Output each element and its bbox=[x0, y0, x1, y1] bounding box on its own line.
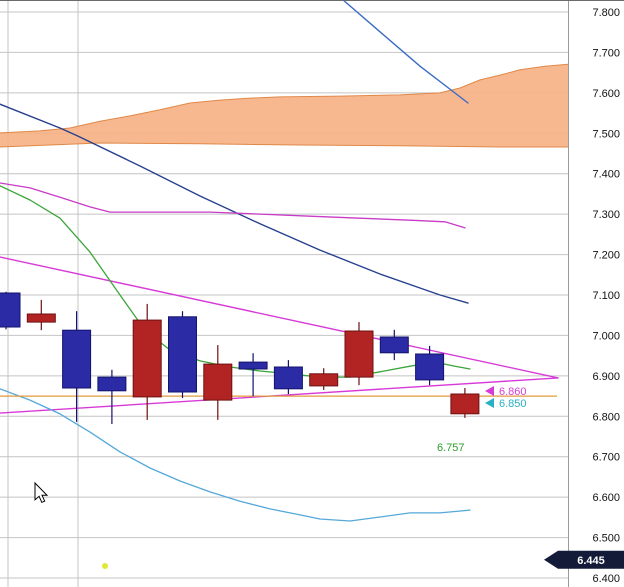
candle bbox=[273, 366, 303, 390]
price-axis-label: 6.700 bbox=[592, 452, 620, 464]
candle bbox=[309, 373, 339, 387]
price-axis-label: 7.100 bbox=[592, 290, 620, 302]
candle bbox=[450, 393, 480, 415]
candle bbox=[132, 319, 162, 398]
descending-trendline bbox=[0, 256, 559, 379]
candle bbox=[26, 313, 56, 323]
price-annotation: 6.757 bbox=[437, 442, 465, 454]
price-axis-label: 7.700 bbox=[592, 47, 620, 59]
price-axis-label: 6.800 bbox=[592, 411, 620, 423]
mouse-cursor bbox=[34, 481, 49, 504]
price-axis-label: 7.200 bbox=[592, 250, 620, 262]
price-axis-label: 7.400 bbox=[592, 169, 620, 181]
cloud-upper-edge bbox=[0, 63, 569, 134]
price-axis-label: 7.000 bbox=[592, 330, 620, 342]
price-annotation: 6.860 bbox=[499, 386, 527, 398]
candle bbox=[379, 336, 409, 354]
price-arrow-icon bbox=[485, 398, 494, 408]
candle bbox=[344, 330, 374, 378]
price-axis-label: 6.400 bbox=[592, 573, 620, 585]
price-axis-label: 7.800 bbox=[592, 7, 620, 19]
candle bbox=[415, 353, 445, 381]
cyan-lower-band-line bbox=[0, 388, 471, 522]
price-arrow-icon bbox=[485, 386, 494, 396]
candle bbox=[97, 376, 127, 392]
ichimoku-cloud bbox=[0, 64, 568, 147]
price-axis-label: 6.600 bbox=[592, 492, 620, 504]
cloud-lower-edge bbox=[0, 142, 568, 148]
price-axis-label: 6.900 bbox=[592, 371, 620, 383]
price-axis-label: 7.600 bbox=[592, 88, 620, 100]
price-axis-label: 7.500 bbox=[592, 128, 620, 140]
candle bbox=[62, 329, 92, 389]
candle bbox=[203, 363, 233, 401]
price-axis-label: 7.300 bbox=[592, 209, 620, 221]
marker-dot bbox=[102, 563, 108, 569]
steep-blue-line bbox=[342, 0, 469, 104]
current-price-tag bbox=[544, 550, 624, 569]
current-price-tag-label: 6.445 bbox=[577, 555, 605, 567]
candle bbox=[0, 292, 21, 328]
magenta-upper-band-line bbox=[0, 182, 466, 229]
price-axis-label: 6.500 bbox=[592, 533, 620, 545]
long-descending-ma-line bbox=[0, 103, 469, 304]
price-axis-area bbox=[569, 0, 624, 587]
candle bbox=[238, 361, 268, 370]
price-annotation: 6.850 bbox=[499, 398, 527, 410]
candle bbox=[168, 316, 197, 393]
